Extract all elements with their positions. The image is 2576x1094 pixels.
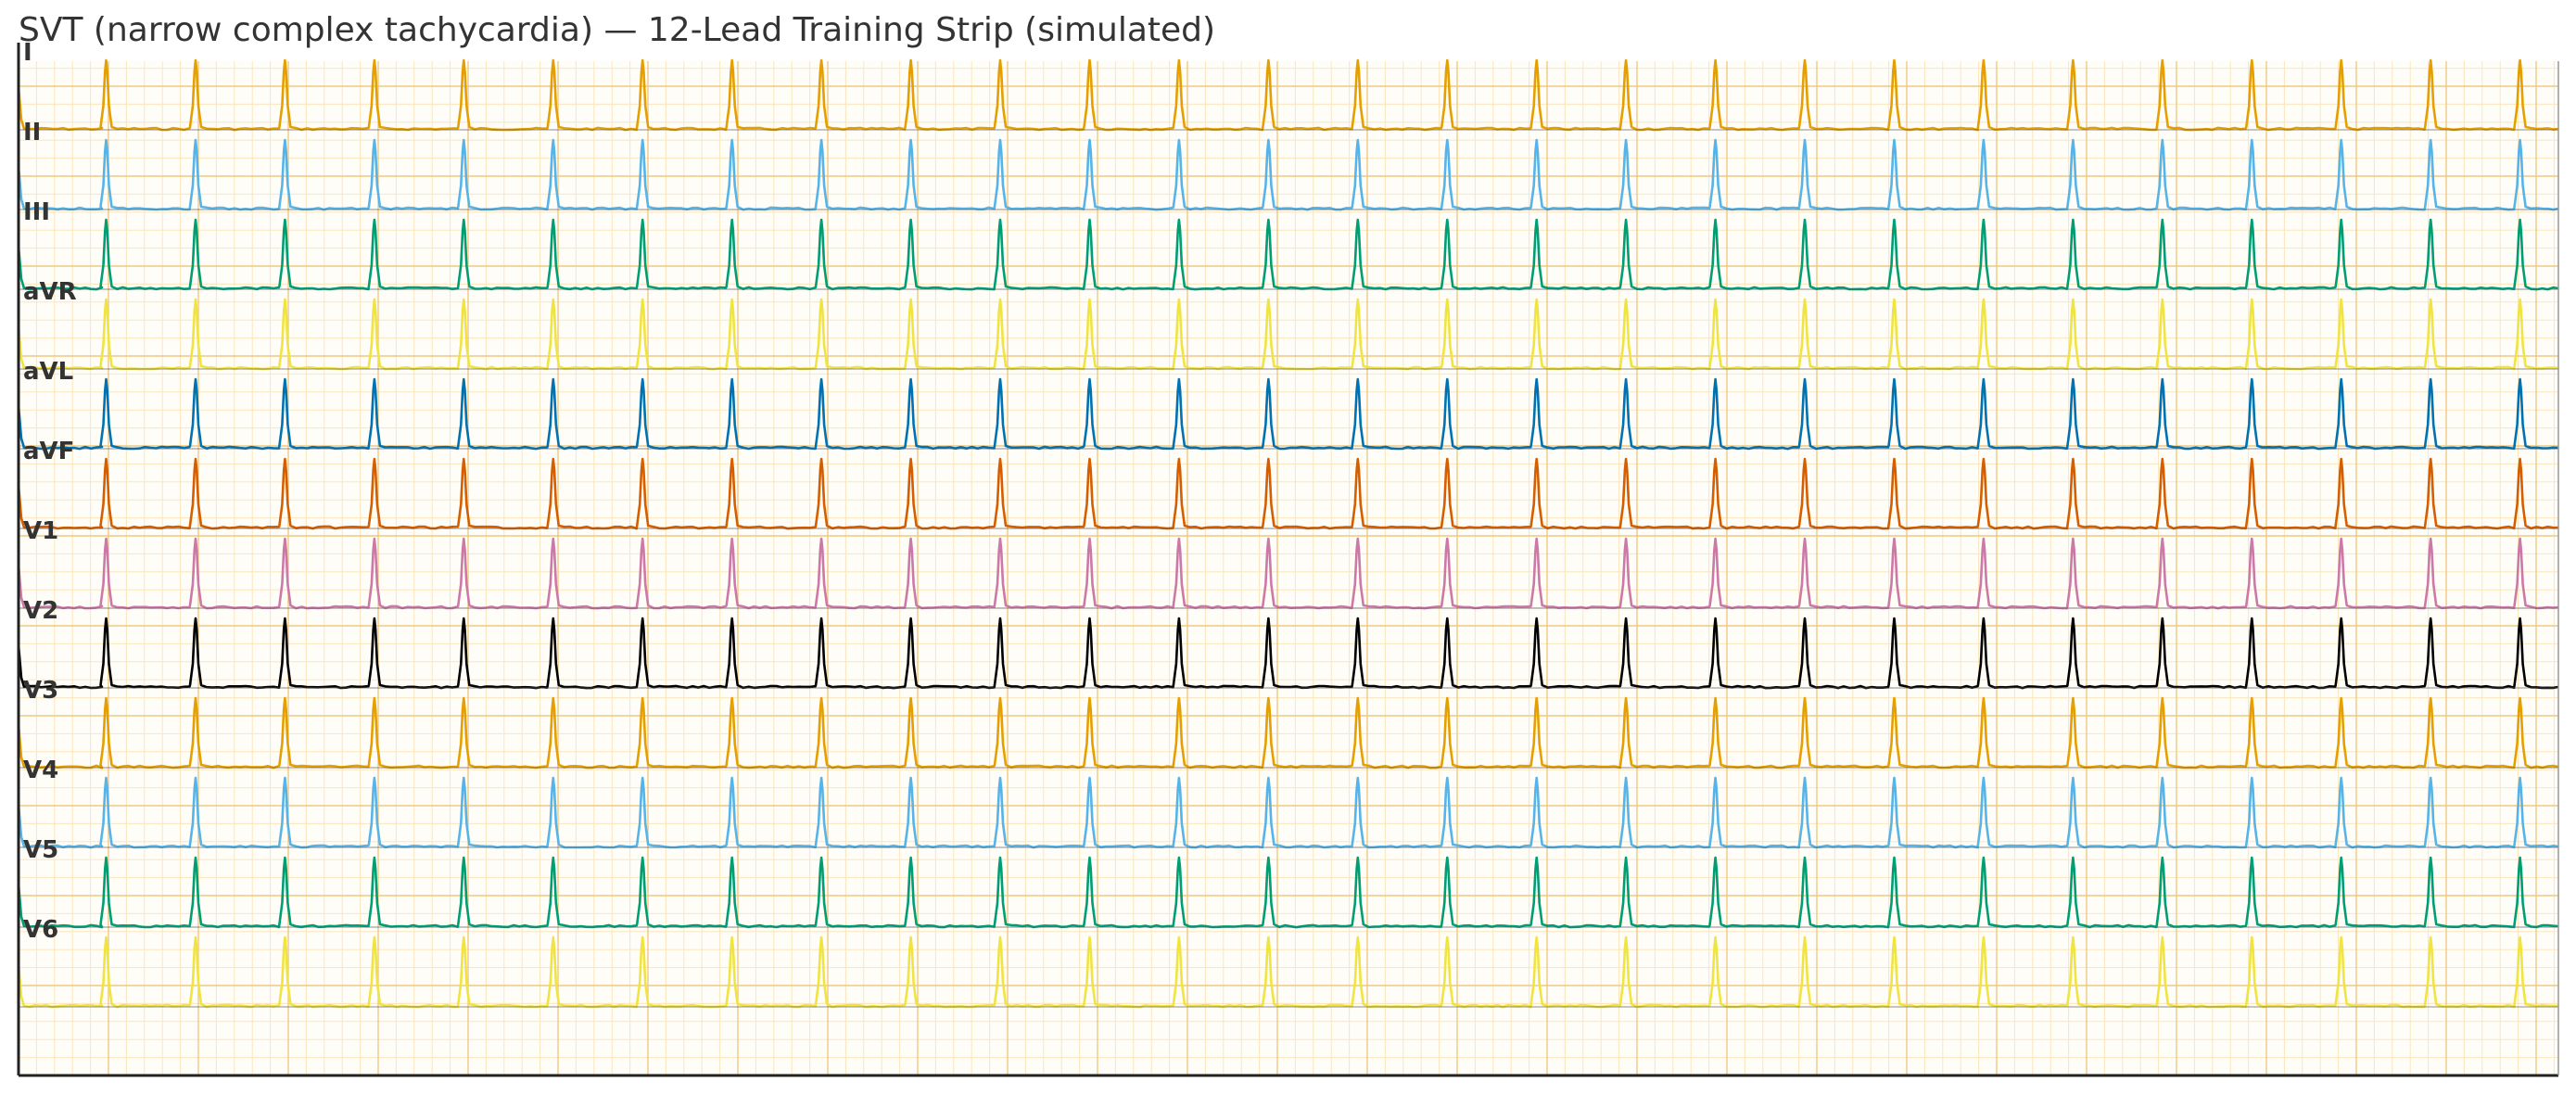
lead-label-v4: V4 — [23, 757, 58, 784]
grid-minor-lines — [19, 61, 2558, 1075]
lead-label-v1: V1 — [23, 517, 58, 545]
lead-label-iii: III — [23, 198, 50, 226]
lead-label-v5: V5 — [23, 836, 58, 864]
lead-label-avf: aVF — [23, 438, 74, 465]
lead-label-avl: aVL — [23, 358, 73, 386]
plot-background — [19, 61, 2558, 1075]
ecg-traces — [17, 58, 2559, 1009]
lead-label-v3: V3 — [23, 677, 58, 705]
trace-v2 — [17, 617, 2559, 690]
trace-i — [17, 58, 2559, 132]
lead-label-ii: II — [23, 119, 41, 146]
chart-title: SVT (narrow complex tachycardia) — 12-Le… — [19, 11, 1216, 49]
grid-minor — [19, 61, 2558, 1075]
lead-label-i: I — [23, 39, 32, 67]
lead-label-avr: aVR — [23, 278, 77, 306]
trace-v1 — [17, 537, 2559, 610]
lead-label-v6: V6 — [23, 916, 58, 944]
lead-label-v2: V2 — [23, 597, 58, 625]
